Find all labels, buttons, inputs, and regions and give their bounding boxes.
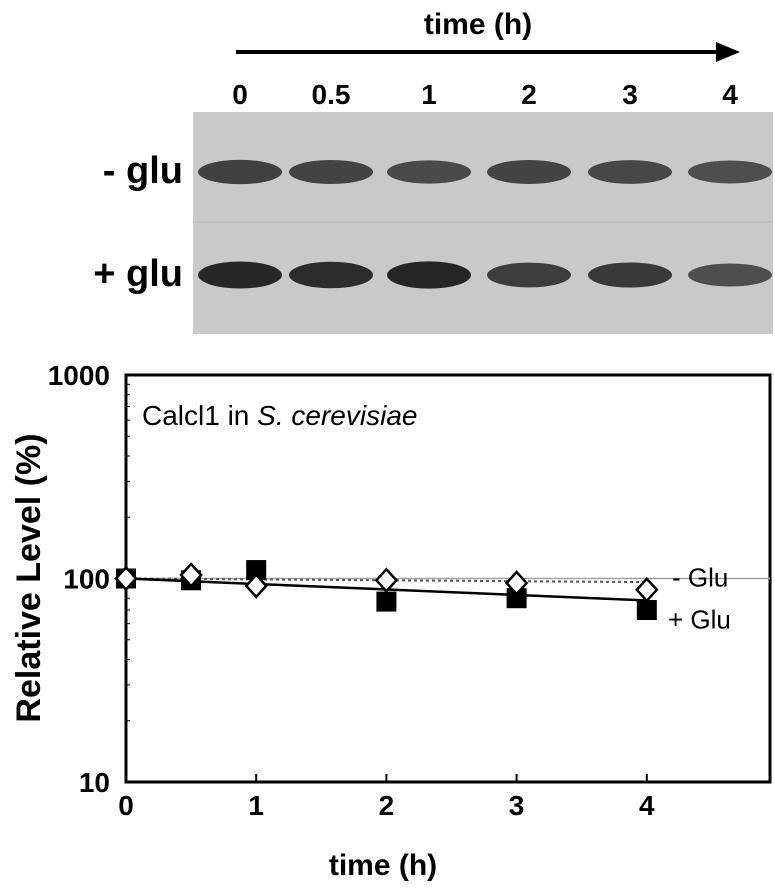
y-tick-label: 100: [63, 564, 110, 595]
lane-label: 1: [421, 79, 437, 110]
blot-band: [198, 159, 282, 185]
data-point-minus-glu: [244, 573, 268, 599]
x-tick-label: 3: [509, 790, 525, 821]
series-label-minus-glu: - Glu: [672, 563, 728, 593]
y-axis-ticks: 10 100 1000: [48, 360, 134, 798]
blot-band: [198, 261, 282, 289]
x-tick-label: 2: [379, 790, 395, 821]
x-axis-ticks: 0 1 2 3 4: [118, 774, 655, 821]
series-label-plus-glu: + Glu: [668, 605, 731, 635]
lane-label: 4: [722, 79, 738, 110]
blot-band: [387, 261, 471, 289]
data-point-plus-glu: [376, 591, 397, 612]
chart-title-italic: S. cerevisiae: [257, 400, 417, 431]
data-point-minus-glu: [114, 565, 138, 592]
data-markers: [114, 560, 659, 621]
blot-band: [688, 263, 772, 287]
data-point-minus-glu: [374, 567, 399, 594]
lane-label: 3: [622, 79, 638, 110]
blot-band: [487, 159, 571, 185]
series-labels: - Glu + Glu: [668, 563, 731, 635]
data-point-minus-glu: [504, 570, 529, 596]
blot-rows: - glu + glu: [93, 150, 772, 295]
blot-band: [289, 261, 373, 289]
lane-labels: 0 0.5 1 2 3 4: [232, 79, 738, 110]
y-axis-label: Relative Level (%): [10, 433, 48, 722]
y-tick-label: 1000: [48, 360, 110, 391]
x-axis-label: time (h): [329, 849, 437, 882]
blot-band: [289, 159, 373, 185]
blot-row-label: + glu: [93, 253, 183, 295]
x-tick-label: 0: [118, 790, 134, 821]
blot-band: [688, 160, 772, 184]
blot-band: [588, 160, 672, 184]
lane-label: 0: [232, 79, 248, 110]
x-tick-label: 4: [639, 790, 655, 821]
blot-band: [387, 160, 471, 184]
blot-band: [588, 262, 672, 288]
chart-title: Calcl1 in S. cerevisiae: [142, 400, 417, 431]
data-point-minus-glu: [635, 576, 659, 603]
x-tick-label: 1: [248, 790, 264, 821]
y-tick-label: 10: [79, 767, 110, 798]
chart-title-plain: Calcl1 in: [142, 400, 257, 431]
data-point-plus-glu: [636, 600, 657, 621]
blot-panel: time (h) 0 0.5 1 2 3 4 - glu + glu: [93, 8, 773, 334]
data-point-plus-glu: [506, 588, 527, 609]
time-arrow-head-icon: [716, 42, 740, 62]
lane-label: 2: [521, 79, 537, 110]
data-point-plus-glu: [246, 560, 267, 581]
blot-band: [487, 262, 571, 288]
lane-label: 0.5: [312, 79, 351, 110]
blot-time-label: time (h): [424, 8, 532, 41]
blot-row-label: - glu: [103, 150, 183, 192]
data-point-minus-glu: [179, 562, 203, 588]
